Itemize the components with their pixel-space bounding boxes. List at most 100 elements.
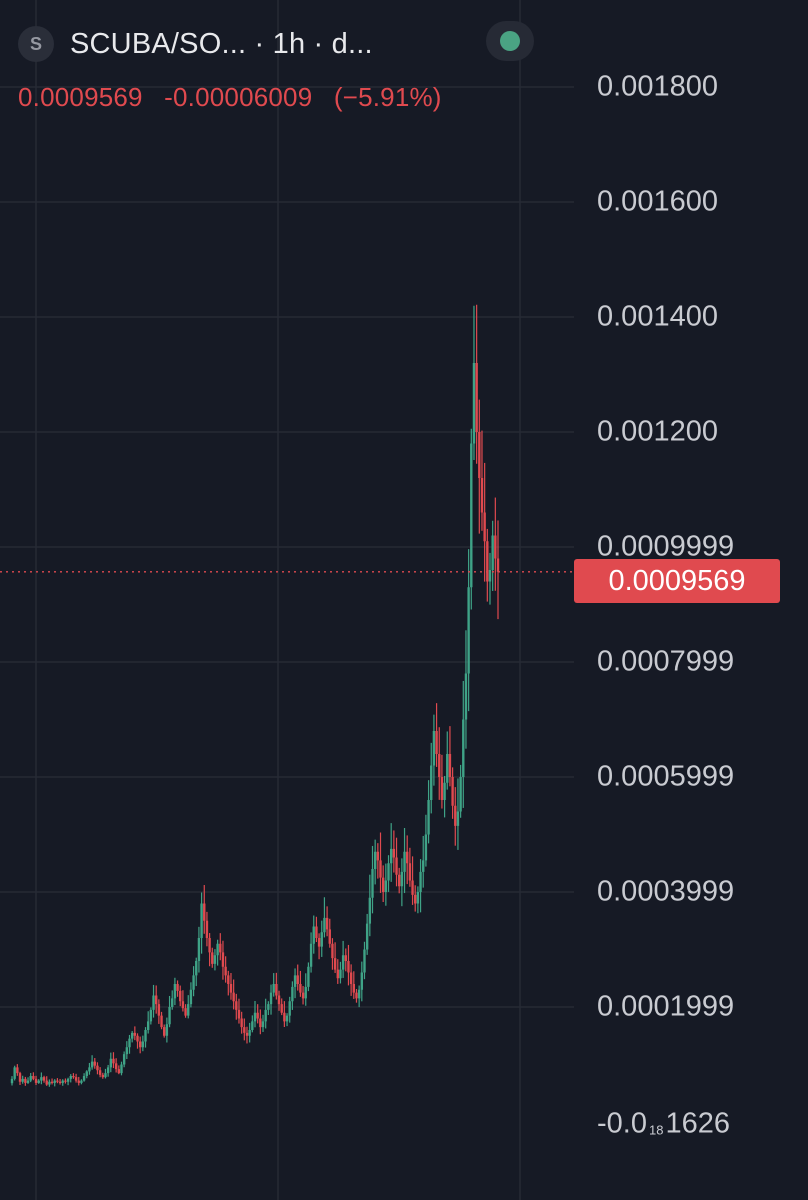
candle-body — [16, 1067, 19, 1074]
candle — [77, 1076, 80, 1086]
candle — [280, 998, 283, 1016]
candle — [288, 996, 291, 1023]
candle-body — [494, 535, 497, 559]
candle-body — [336, 969, 339, 979]
candle — [72, 1073, 75, 1079]
candle — [50, 1078, 54, 1085]
candle-body — [365, 923, 369, 950]
candle — [192, 966, 195, 997]
price-axis-label: 0.0001999 — [597, 990, 735, 1023]
candle-body — [61, 1080, 64, 1083]
candle — [200, 892, 203, 954]
candle — [13, 1065, 16, 1081]
candle — [349, 964, 353, 996]
candle-body — [256, 1012, 259, 1019]
candle-body — [317, 938, 321, 947]
candle-body — [349, 972, 353, 984]
candle-body — [328, 929, 331, 944]
price-axis-label: 0.0007999 — [597, 645, 735, 678]
candle — [309, 932, 313, 973]
legend-change: -0.00006009 — [164, 82, 313, 112]
candle-body — [248, 1030, 251, 1036]
candle — [56, 1078, 59, 1084]
candle-body — [179, 990, 182, 1002]
candle — [181, 990, 185, 1012]
candle-body — [138, 1041, 142, 1048]
candle-body — [227, 975, 230, 984]
candle — [114, 1058, 118, 1073]
candle-body — [122, 1054, 126, 1065]
candle-body — [34, 1078, 38, 1083]
candle — [48, 1079, 51, 1087]
price-axis-label-bottom: -0.0 181626 — [597, 1108, 730, 1141]
candle — [235, 993, 238, 1020]
candle-body — [331, 943, 334, 959]
candle-body — [392, 848, 396, 858]
candle-body — [363, 949, 366, 973]
candle-body — [275, 984, 278, 996]
candle — [269, 984, 273, 1015]
candle-body — [475, 363, 478, 432]
candle-body — [357, 989, 361, 999]
candle — [483, 462, 486, 582]
symbol-logo-icon[interactable]: S — [18, 26, 54, 62]
candle-body — [165, 1024, 169, 1036]
candle-body — [160, 1015, 163, 1028]
candle-body — [355, 992, 358, 999]
candle-body — [114, 1063, 118, 1070]
candle-body — [104, 1073, 107, 1078]
candle-body — [307, 966, 310, 987]
candle — [66, 1077, 70, 1086]
candle — [197, 926, 201, 973]
bottom-label-sub: 18 — [648, 1122, 664, 1138]
candle-body — [112, 1058, 115, 1064]
candle — [61, 1079, 64, 1086]
candle — [232, 979, 235, 1010]
candle-body — [301, 992, 305, 999]
candle — [392, 830, 396, 873]
candle — [88, 1062, 91, 1075]
candle-body — [400, 871, 404, 887]
candle — [259, 1009, 262, 1035]
candle-body — [195, 961, 198, 976]
candle-body — [384, 880, 388, 892]
candle-body — [464, 673, 468, 720]
candle — [37, 1079, 40, 1084]
candle-body — [395, 857, 398, 875]
symbol-title[interactable]: SCUBA/SO... · 1h · d... — [70, 27, 373, 60]
candle — [117, 1065, 121, 1075]
candle-body — [373, 851, 377, 869]
candle-body — [440, 777, 444, 800]
candle-body — [315, 926, 318, 938]
candle — [171, 990, 174, 1010]
candle — [53, 1079, 56, 1087]
candle-body — [93, 1061, 96, 1066]
candle — [40, 1072, 43, 1085]
candle — [203, 885, 206, 934]
candle-body — [208, 938, 211, 953]
market-status-button[interactable] — [486, 21, 534, 61]
candle — [208, 933, 211, 967]
candle — [267, 1001, 270, 1016]
candle — [344, 948, 347, 972]
candle-body — [451, 777, 454, 806]
candle — [438, 727, 441, 800]
candle-body — [443, 782, 446, 800]
candle-body — [221, 952, 225, 967]
candle-body — [414, 894, 417, 904]
candle — [347, 944, 350, 986]
candle-body — [422, 860, 425, 872]
candle — [462, 680, 465, 808]
candle — [341, 940, 345, 978]
candle — [26, 1077, 30, 1084]
candle-body — [21, 1078, 24, 1082]
candle — [459, 764, 462, 818]
candle-body — [448, 754, 452, 777]
candle-body — [120, 1064, 123, 1074]
candle — [138, 1036, 142, 1054]
candle — [427, 780, 430, 844]
candle — [58, 1078, 62, 1085]
candle — [381, 865, 385, 903]
candle-body — [189, 989, 193, 1005]
